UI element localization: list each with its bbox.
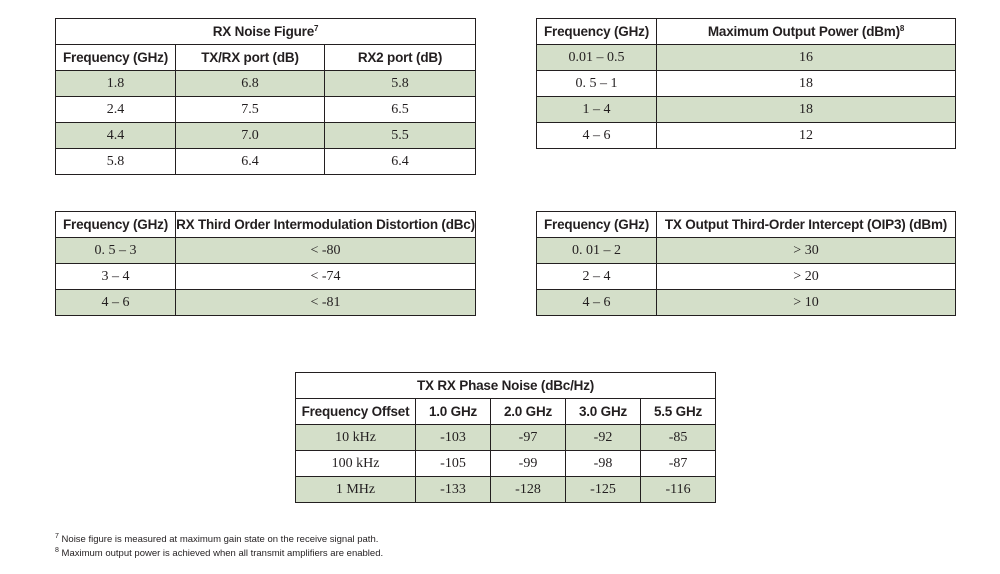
table-cell: 4 – 6	[536, 122, 657, 149]
phase-noise-table: TX RX Phase Noise (dBc/Hz) Frequency Off…	[294, 372, 717, 503]
table-cell: 0.01 – 0.5	[536, 44, 657, 71]
table-cell: 7.0	[175, 122, 325, 149]
rx-imd-table: Frequency (GHz) RX Third Order Intermodu…	[55, 211, 476, 316]
footnote: 8 Maximum output power is achieved when …	[55, 547, 384, 559]
table-cell: -92	[565, 424, 641, 451]
table-row: 10 kHz -103 -97 -92 -85	[295, 424, 717, 451]
table-cell: -87	[639, 450, 717, 477]
table-cell: 6.5	[323, 96, 477, 123]
footnote: 7 Noise figure is measured at maximum ga…	[55, 533, 379, 545]
table-cell: -128	[490, 476, 566, 503]
column-header: RX Third Order Intermodulation Distortio…	[175, 211, 476, 238]
table-row: 3 – 4 < -74	[55, 263, 476, 290]
table-cell: 2 – 4	[536, 263, 657, 290]
rx-noise-figure-title: RX Noise Figure7	[54, 18, 477, 45]
table-cell: 16	[656, 44, 956, 71]
table-row: 1.8 6.8 5.8	[55, 70, 477, 97]
table-cell: < -80	[175, 237, 476, 264]
table-cell: 4 – 6	[55, 289, 176, 316]
table-cell: -105	[415, 450, 491, 477]
column-header: 5.5 GHz	[639, 398, 717, 425]
table-cell: 0. 5 – 1	[536, 70, 657, 97]
column-header: Frequency (GHz)	[536, 18, 657, 45]
table-cell: 4.4	[55, 122, 176, 149]
table-row: 0. 01 – 2 > 30	[536, 237, 956, 264]
column-header: Frequency (GHz)	[536, 211, 657, 238]
table-row: 4 – 6 < -81	[55, 289, 476, 316]
table-row: 2 – 4 > 20	[536, 263, 956, 290]
column-header: 1.0 GHz	[415, 398, 491, 425]
column-header: Frequency (GHz)	[55, 211, 176, 238]
column-header: Frequency (GHz)	[55, 44, 176, 71]
column-header: TX/RX port (dB)	[175, 44, 325, 71]
table-cell: 6.4	[323, 148, 477, 175]
table-cell: 12	[656, 122, 956, 149]
table-row: 1 – 4 18	[536, 96, 956, 123]
table-cell: 2.4	[55, 96, 176, 123]
table-cell: 5.8	[323, 70, 477, 97]
table-row: 5.8 6.4 6.4	[55, 148, 477, 175]
table-cell: > 10	[656, 289, 956, 316]
phase-noise-title: TX RX Phase Noise (dBc/Hz)	[294, 372, 717, 399]
table-cell: 6.8	[175, 70, 325, 97]
table-row: 100 kHz -105 -99 -98 -87	[295, 450, 717, 477]
table-cell: 5.5	[323, 122, 477, 149]
table-row: 4 – 6 12	[536, 122, 956, 149]
table-cell: > 30	[656, 237, 956, 264]
table-cell: 18	[656, 96, 956, 123]
table-row: 4 – 6 > 10	[536, 289, 956, 316]
table-cell: -125	[565, 476, 641, 503]
table-cell: 1 – 4	[536, 96, 657, 123]
table-cell: 0. 5 – 3	[55, 237, 176, 264]
table-row: 0. 5 – 1 18	[536, 70, 956, 97]
table-cell: -98	[565, 450, 641, 477]
table-cell: 18	[656, 70, 956, 97]
table-cell: -99	[490, 450, 566, 477]
table-cell: 1.8	[55, 70, 176, 97]
table-cell: 100 kHz	[295, 450, 416, 477]
table-cell: -97	[490, 424, 566, 451]
tx-oip3-table: Frequency (GHz) TX Output Third-Order In…	[536, 211, 956, 316]
table-cell: 10 kHz	[295, 424, 416, 451]
max-output-power-table: Frequency (GHz) Maximum Output Power (dB…	[536, 18, 956, 149]
table-cell: 3 – 4	[55, 263, 176, 290]
table-row: 2.4 7.5 6.5	[55, 96, 477, 123]
table-cell: 1 MHz	[295, 476, 416, 503]
column-header: RX2 port (dB)	[323, 44, 477, 71]
table-row: 0. 5 – 3 < -80	[55, 237, 476, 264]
table-cell: 4 – 6	[536, 289, 657, 316]
table-row: 1 MHz -133 -128 -125 -116	[295, 476, 717, 503]
table-cell: < -81	[175, 289, 476, 316]
table-cell: -133	[415, 476, 491, 503]
table-cell: 5.8	[55, 148, 176, 175]
table-cell: 7.5	[175, 96, 325, 123]
table-cell: > 20	[656, 263, 956, 290]
column-header: 3.0 GHz	[565, 398, 641, 425]
table-cell: 0. 01 – 2	[536, 237, 657, 264]
table-cell: -116	[639, 476, 717, 503]
table-row: 0.01 – 0.5 16	[536, 44, 956, 71]
rx-noise-figure-table: RX Noise Figure7 Frequency (GHz) TX/RX p…	[54, 18, 477, 175]
table-cell: -103	[415, 424, 491, 451]
table-row: 4.4 7.0 5.5	[55, 122, 477, 149]
column-header: 2.0 GHz	[490, 398, 566, 425]
column-header: Frequency Offset	[295, 398, 416, 425]
column-header: TX Output Third-Order Intercept (OIP3) (…	[656, 211, 956, 238]
table-cell: < -74	[175, 263, 476, 290]
table-cell: -85	[639, 424, 717, 451]
table-cell: 6.4	[175, 148, 325, 175]
column-header: Maximum Output Power (dBm)8	[656, 18, 956, 45]
footnotes: 7 Noise figure is measured at maximum ga…	[55, 533, 383, 561]
